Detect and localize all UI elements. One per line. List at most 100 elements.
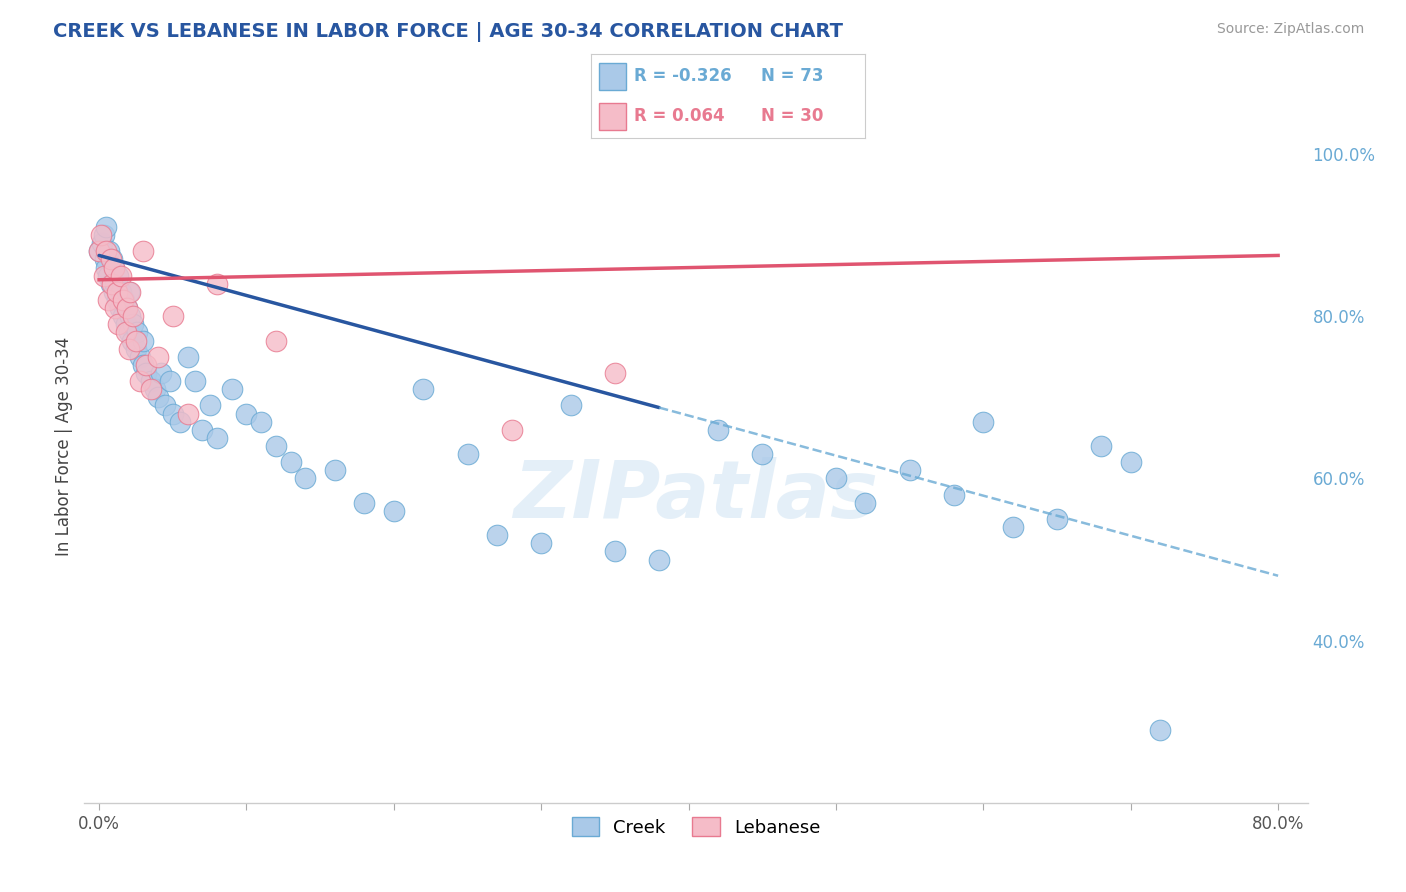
Point — [457, 447, 479, 461]
Point — [353, 496, 375, 510]
Point — [751, 447, 773, 461]
Point — [221, 382, 243, 396]
Point — [898, 463, 921, 477]
Point — [97, 293, 120, 307]
Point — [648, 552, 671, 566]
Point — [530, 536, 553, 550]
Point — [122, 318, 145, 332]
Point — [101, 252, 124, 267]
Point — [1001, 520, 1024, 534]
Point — [485, 528, 508, 542]
Point — [139, 374, 162, 388]
Point — [176, 407, 198, 421]
Point — [205, 277, 228, 291]
Point — [96, 220, 118, 235]
Point — [264, 334, 287, 348]
Point — [855, 496, 877, 510]
Point — [100, 252, 122, 267]
Point — [103, 260, 125, 275]
Text: ZIPatlas: ZIPatlas — [513, 457, 879, 535]
Point — [121, 334, 143, 348]
Point — [111, 310, 134, 324]
Point — [146, 390, 169, 404]
Point — [235, 407, 257, 421]
Point — [118, 310, 141, 324]
Point — [146, 350, 169, 364]
Point — [103, 260, 125, 275]
Point — [972, 415, 994, 429]
Point — [117, 326, 139, 340]
Point — [169, 415, 191, 429]
Point — [115, 301, 138, 315]
Point — [110, 285, 132, 299]
Point — [135, 358, 157, 372]
Point — [1149, 723, 1171, 737]
Point — [111, 293, 134, 307]
Point — [162, 310, 184, 324]
Point — [103, 285, 125, 299]
Point — [93, 228, 115, 243]
Point — [112, 293, 135, 307]
Point — [132, 244, 155, 259]
Point — [96, 244, 118, 259]
Point — [117, 342, 139, 356]
Point — [603, 366, 626, 380]
Point — [294, 471, 316, 485]
Point — [122, 310, 145, 324]
Point — [1090, 439, 1112, 453]
Text: R = -0.326: R = -0.326 — [634, 68, 733, 86]
Y-axis label: In Labor Force | Age 30-34: In Labor Force | Age 30-34 — [55, 336, 73, 556]
Text: N = 73: N = 73 — [761, 68, 823, 86]
FancyBboxPatch shape — [599, 103, 626, 130]
Point — [117, 285, 139, 299]
Text: CREEK VS LEBANESE IN LABOR FORCE | AGE 30-34 CORRELATION CHART: CREEK VS LEBANESE IN LABOR FORCE | AGE 3… — [53, 22, 844, 42]
Point — [105, 293, 128, 307]
Point — [125, 342, 148, 356]
Point — [942, 488, 965, 502]
Point — [132, 334, 155, 348]
Point — [1119, 455, 1142, 469]
Point — [143, 382, 166, 396]
Point — [250, 415, 273, 429]
Point — [707, 423, 730, 437]
Point — [603, 544, 626, 558]
Point — [98, 244, 121, 259]
Point — [159, 374, 181, 388]
Point — [110, 268, 132, 283]
Text: Source: ZipAtlas.com: Source: ZipAtlas.com — [1216, 22, 1364, 37]
Point — [87, 244, 110, 259]
Point — [1046, 512, 1069, 526]
Point — [162, 407, 184, 421]
FancyBboxPatch shape — [599, 62, 626, 90]
Point — [323, 463, 346, 477]
Text: R = 0.064: R = 0.064 — [634, 107, 725, 125]
Point — [135, 366, 157, 380]
Point — [191, 423, 214, 437]
Point — [205, 431, 228, 445]
Point — [412, 382, 434, 396]
Point — [104, 277, 127, 291]
Point — [176, 350, 198, 364]
Point — [104, 301, 127, 315]
Point — [139, 382, 162, 396]
Point — [382, 504, 405, 518]
Text: N = 30: N = 30 — [761, 107, 823, 125]
Point — [825, 471, 848, 485]
Point — [129, 374, 152, 388]
Point — [198, 399, 221, 413]
Point — [501, 423, 523, 437]
Point — [87, 244, 110, 259]
Point — [90, 228, 112, 243]
Point — [114, 326, 136, 340]
Legend: Creek, Lebanese: Creek, Lebanese — [564, 810, 828, 844]
Point — [108, 301, 131, 315]
Point — [132, 358, 155, 372]
Point — [150, 366, 173, 380]
Point — [280, 455, 302, 469]
Point — [264, 439, 287, 453]
Point — [96, 260, 118, 275]
Point — [125, 334, 148, 348]
Point — [184, 374, 207, 388]
Point — [93, 268, 115, 283]
Point — [118, 285, 141, 299]
